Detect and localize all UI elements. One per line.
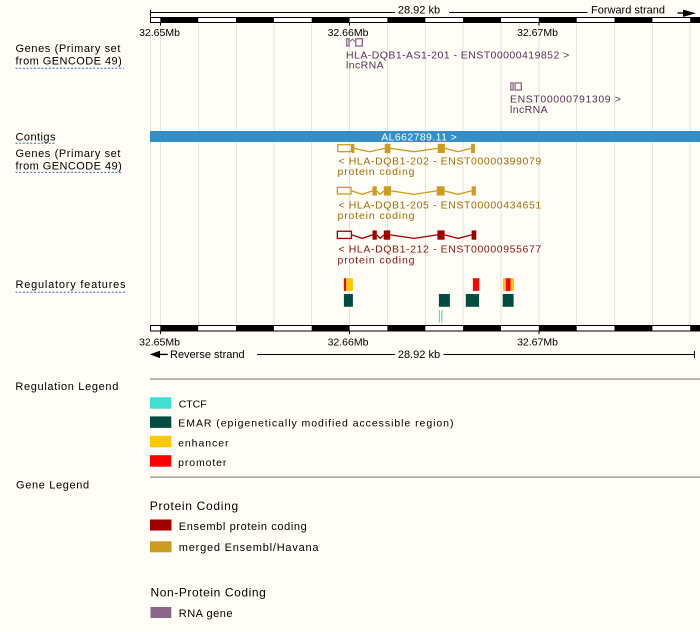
svg-text:Gene Legend: Gene Legend	[16, 480, 90, 492]
svg-text:Protein Coding: Protein Coding	[150, 499, 239, 513]
svg-text:< HLA-DQB1-205 - ENST000004346: < HLA-DQB1-205 - ENST00000434651	[339, 199, 542, 211]
svg-text:Regulatory features: Regulatory features	[16, 279, 127, 291]
svg-text:lncRNA: lncRNA	[510, 104, 548, 116]
svg-text:Forward strand: Forward strand	[591, 4, 665, 16]
svg-text:from GENCODE 49): from GENCODE 49)	[16, 161, 123, 173]
svg-text:Regulation Legend: Regulation Legend	[15, 381, 119, 393]
svg-text:28.92 kb: 28.92 kb	[398, 349, 440, 361]
svg-text:EMAR (epigenetically modified: EMAR (epigenetically modified accessible…	[178, 418, 454, 430]
svg-text:protein coding: protein coding	[338, 210, 416, 222]
svg-text:32.65Mb: 32.65Mb	[139, 27, 180, 39]
svg-text:< HLA-DQB1-212 - ENST000009556: < HLA-DQB1-212 - ENST00000955677	[339, 243, 542, 255]
svg-text:Reverse strand: Reverse strand	[170, 349, 245, 361]
svg-text:32.65Mb: 32.65Mb	[139, 337, 180, 349]
svg-text:CTCF: CTCF	[179, 399, 207, 411]
svg-text:from GENCODE 49): from GENCODE 49)	[16, 56, 123, 68]
svg-text:Ensembl protein coding: Ensembl protein coding	[179, 521, 308, 533]
svg-text:Genes (Primary set: Genes (Primary set	[16, 43, 122, 55]
svg-text:28.92 kb: 28.92 kb	[398, 5, 440, 17]
svg-text:RNA gene: RNA gene	[179, 608, 233, 620]
svg-text:32.66Mb: 32.66Mb	[328, 337, 369, 349]
svg-text:32.67Mb: 32.67Mb	[517, 337, 558, 349]
svg-text:Contigs: Contigs	[16, 131, 56, 143]
svg-text:32.66Mb: 32.66Mb	[328, 27, 369, 39]
svg-text:enhancer: enhancer	[178, 437, 229, 449]
svg-text:merged Ensembl/Havana: merged Ensembl/Havana	[179, 542, 320, 554]
svg-text:protein coding: protein coding	[338, 254, 416, 266]
svg-text:< HLA-DQB1-202 - ENST000003990: < HLA-DQB1-202 - ENST00000399079	[339, 155, 542, 167]
svg-text:protein coding: protein coding	[338, 166, 416, 178]
svg-text:32.67Mb: 32.67Mb	[517, 27, 558, 39]
svg-text:promoter: promoter	[178, 457, 227, 469]
svg-text:ENST00000791309 >: ENST00000791309 >	[510, 94, 622, 106]
svg-text:HLA-DQB1-AS1-201 - ENST0000041: HLA-DQB1-AS1-201 - ENST00000419852 >	[346, 50, 570, 62]
svg-text:Genes (Primary set: Genes (Primary set	[16, 148, 122, 160]
svg-text:lncRNA: lncRNA	[346, 60, 384, 72]
svg-text:Non-Protein Coding: Non-Protein Coding	[151, 586, 267, 600]
svg-text:AL662789.11 >: AL662789.11 >	[381, 132, 457, 144]
